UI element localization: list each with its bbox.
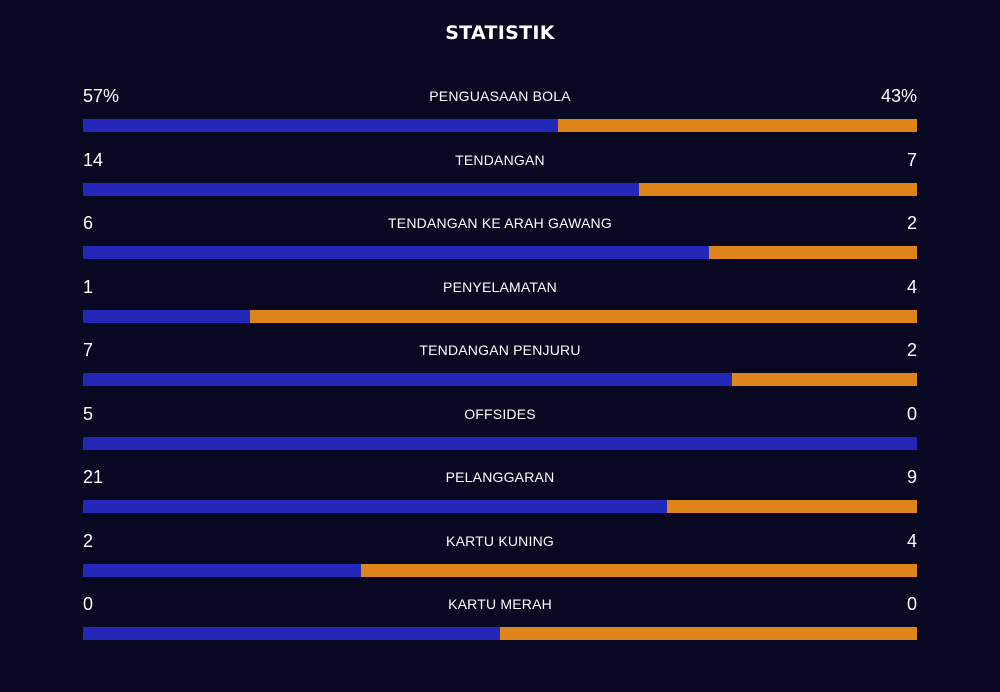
- stat-row: 21 PELANGGARAN 9: [83, 466, 917, 516]
- home-value: 1: [83, 276, 94, 297]
- stat-bar: [83, 373, 917, 386]
- stat-label: OFFSIDES: [464, 405, 536, 422]
- stat-bar: [83, 436, 917, 450]
- home-bar-segment: [83, 119, 559, 132]
- home-bar-segment: [83, 627, 500, 640]
- stat-row: 14 TENDANGAN 7: [83, 149, 917, 199]
- stat-row: 7 TENDANGAN PENJURU 2: [83, 339, 917, 389]
- home-bar-segment: [83, 436, 917, 450]
- stat-bar: [83, 119, 917, 132]
- away-value: 9: [906, 467, 917, 487]
- away-bar-segment: [731, 373, 917, 386]
- home-bar-segment: [83, 309, 250, 323]
- away-value: 4: [906, 276, 917, 297]
- stat-row: 6 TENDANGAN KE ARAH GAWANG 2: [83, 212, 917, 262]
- away-bar-segment: [500, 627, 917, 640]
- stat-bar: [83, 627, 917, 640]
- stat-bar: [83, 500, 917, 513]
- away-value: 2: [906, 340, 917, 360]
- stat-bar: [83, 246, 917, 259]
- stat-label: TENDANGAN PENJURU: [419, 342, 581, 358]
- away-value: 0: [906, 594, 917, 614]
- away-bar-segment: [638, 182, 917, 196]
- away-value: 43%: [880, 86, 917, 106]
- stat-label: TENDANGAN: [455, 151, 545, 168]
- away-value: 7: [906, 149, 917, 170]
- home-value: 21: [83, 467, 104, 487]
- stat-bar: [83, 309, 917, 323]
- away-bar-segment: [708, 246, 917, 259]
- away-value: 4: [906, 530, 917, 551]
- stat-label: KARTU MERAH: [448, 596, 552, 612]
- home-bar-segment: [83, 373, 732, 386]
- away-bar-segment: [666, 500, 917, 513]
- stat-label: PENGUASAAN BOLA: [429, 88, 571, 104]
- home-value: 6: [83, 213, 94, 233]
- home-value: 57%: [83, 86, 120, 106]
- stat-row: 2 KARTU KUNING 4: [83, 530, 917, 580]
- home-value: 14: [83, 149, 104, 170]
- home-bar-segment: [83, 563, 361, 577]
- away-value: 0: [906, 403, 917, 424]
- away-value: 2: [906, 213, 917, 233]
- away-bar-segment: [360, 563, 917, 577]
- stat-row: 5 OFFSIDES 0: [83, 403, 917, 453]
- stat-label: TENDANGAN KE ARAH GAWANG: [388, 215, 612, 231]
- stat-label: PELANGGARAN: [445, 469, 555, 485]
- home-value: 7: [83, 340, 94, 360]
- home-bar-segment: [83, 246, 709, 259]
- stat-bar: [83, 182, 917, 196]
- stat-row: 0 KARTU MERAH 0: [83, 593, 917, 643]
- home-bar-segment: [83, 182, 639, 196]
- home-value: 0: [83, 594, 94, 614]
- stat-label: KARTU KUNING: [446, 532, 554, 549]
- home-value: 2: [83, 530, 94, 551]
- stat-row: 1 PENYELAMATAN 4: [83, 276, 917, 326]
- stat-row: 57% PENGUASAAN BOLA 43%: [83, 85, 917, 135]
- stat-label: PENYELAMATAN: [443, 278, 557, 295]
- away-bar-segment: [249, 309, 917, 323]
- home-value: 5: [83, 403, 94, 424]
- away-bar-segment: [558, 119, 917, 132]
- home-bar-segment: [83, 500, 667, 513]
- stat-bar: [83, 563, 917, 577]
- statistics-title: STATISTIK: [445, 22, 555, 44]
